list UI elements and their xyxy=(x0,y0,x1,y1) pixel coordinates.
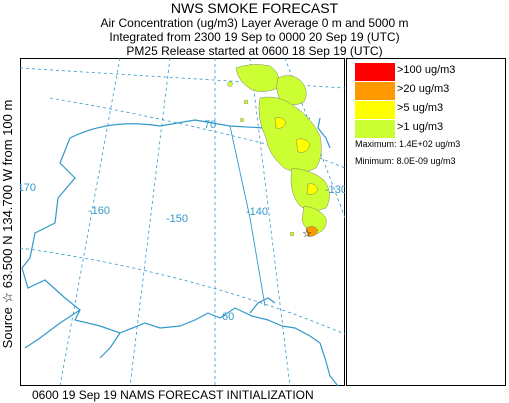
coast-sound xyxy=(249,297,276,314)
plume-main xyxy=(258,96,322,173)
label-lon-150: -150 xyxy=(166,213,188,225)
graticule-labels: -170 -160 -150 -140 70 60 -130 xyxy=(20,119,345,323)
label-lon-130: -130 xyxy=(325,184,345,196)
coast-island xyxy=(99,332,121,359)
legend-item-20: >20 ug/m3 xyxy=(355,82,505,100)
source-location-label: Source ☆ 63.500 N 134.700 W from 100 m xyxy=(0,99,15,349)
forecast-initialization: 0600 19 Sep 19 NAMS FORECAST INITIALIZAT… xyxy=(32,388,314,402)
coast-west xyxy=(21,137,76,269)
plume-moderate-1 xyxy=(274,117,287,129)
plume-spot-3 xyxy=(239,118,244,123)
plume-spot-4 xyxy=(289,231,295,237)
graticule-lon-140 xyxy=(249,58,291,386)
legend-label-1: >1 ug/m3 xyxy=(397,121,444,133)
smoke-plumes xyxy=(227,64,330,237)
subtitle-integration: Integrated from 2300 19 Sep to 0000 20 S… xyxy=(109,30,400,44)
plume-north-east xyxy=(276,75,307,106)
legend-label-5: >5 ug/m3 xyxy=(397,102,444,114)
legend-label-100: >100 ug/m3 xyxy=(397,64,456,76)
plume-spot-1 xyxy=(227,81,233,87)
coastline xyxy=(21,117,339,386)
label-lon-160: -160 xyxy=(88,205,110,217)
legend-item-1: >1 ug/m3 xyxy=(355,120,505,138)
coast-southeast xyxy=(281,325,339,386)
subtitle-release: PM25 Release started at 0600 18 Sep 19 (… xyxy=(126,44,383,58)
coast-peninsula xyxy=(24,309,81,349)
legend-swatch-100 xyxy=(355,63,395,81)
subtitle-concentration: Air Concentration (ug/m3) Layer Average … xyxy=(100,16,409,30)
plume-high xyxy=(305,226,319,237)
label-lon-170: -170 xyxy=(20,182,36,194)
legend: >100 ug/m3 >20 ug/m3 >5 ug/m3 >1 ug/m3 M… xyxy=(346,58,506,386)
label-lat-70: 70 xyxy=(204,119,216,131)
border-line xyxy=(229,125,266,307)
label-lon-140: -140 xyxy=(246,206,268,218)
graticule-lon-170 xyxy=(59,58,121,386)
legend-item-100: >100 ug/m3 xyxy=(355,63,505,81)
legend-swatch-5 xyxy=(355,101,395,119)
legend-maximum: Maximum: 1.4E+02 ug/m3 xyxy=(355,139,461,149)
label-lat-60: 60 xyxy=(222,311,234,323)
coast-gulf xyxy=(159,307,283,329)
legend-swatch-1 xyxy=(355,120,395,138)
legend-label-20: >20 ug/m3 xyxy=(397,83,450,95)
graticule-lat-60 xyxy=(20,247,345,335)
map-title: NWS SMOKE FORECAST xyxy=(170,0,339,16)
legend-swatch-20 xyxy=(355,82,395,100)
source-star-icon: ☆ xyxy=(302,227,312,240)
plume-moderate-3 xyxy=(306,183,319,195)
coast-southwest xyxy=(21,267,161,334)
graticule-lon-160 xyxy=(129,58,171,386)
legend-minimum: Minimum: 8.0E-09 ug/m3 xyxy=(355,156,456,166)
legend-item-5: >5 ug/m3 xyxy=(355,101,505,119)
coast-delta-2 xyxy=(317,117,331,149)
smoke-map: ☆ -170 -160 -150 -140 70 60 -130 xyxy=(20,58,345,386)
plume-spot-2 xyxy=(243,99,249,105)
plume-moderate-2 xyxy=(295,138,311,153)
